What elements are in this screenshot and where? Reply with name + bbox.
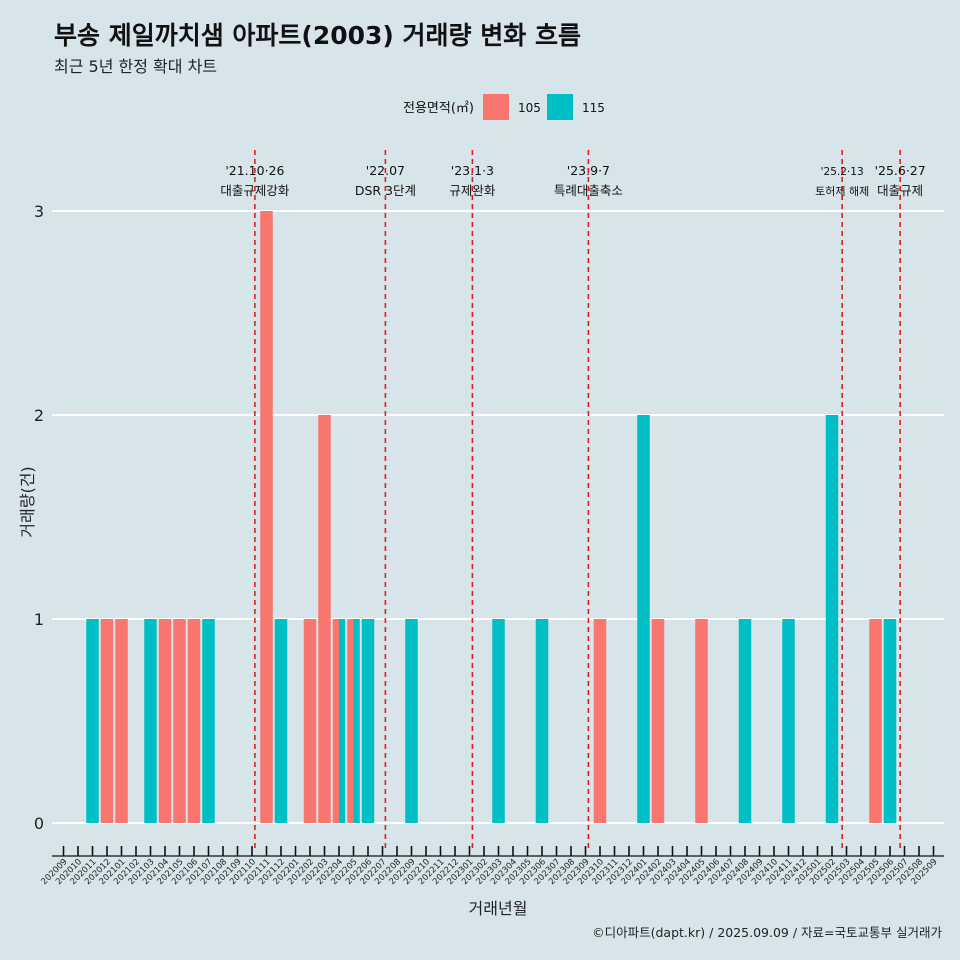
y-tick-label: 3	[34, 202, 44, 221]
bar-115-202206	[361, 619, 375, 823]
bar-115-202204	[339, 619, 346, 823]
bar-115-202408	[738, 619, 752, 823]
y-tick-label: 2	[34, 406, 44, 425]
event-label: 대출규제	[877, 183, 923, 198]
bar-115-202306	[535, 619, 549, 823]
bar-105-202205	[347, 619, 354, 823]
bar-105-202104	[158, 619, 172, 823]
chart-subtitle: 최근 5년 한정 확대 차트	[54, 57, 218, 76]
legend-label-105: 105	[518, 101, 541, 115]
bar-115-202303	[492, 619, 505, 823]
event-date-label: '21.10·26	[225, 163, 284, 178]
bar-115-202401	[637, 415, 650, 823]
legend-swatch-115	[547, 94, 573, 120]
bar-115-202112	[274, 619, 288, 823]
bar-115-202205	[353, 619, 360, 823]
bar-105-202101	[115, 619, 128, 823]
bar-105-202111	[260, 211, 273, 823]
bar-105-202203	[318, 415, 331, 823]
legend-title: 전용면적(㎡)	[403, 101, 474, 116]
bar-105-202402	[651, 619, 665, 823]
bar-105-202204	[332, 619, 339, 823]
event-label: 대출규제강화	[220, 183, 290, 198]
source-caption: ©디아파트(dapt.kr) / 2025.09.09 / 자료=국토교통부 실…	[592, 925, 942, 940]
y-tick-label: 1	[34, 610, 44, 629]
chart-title: 부송 제일까치샘 아파트(2003) 거래량 변화 흐름	[54, 21, 581, 50]
bar-115-202107	[202, 619, 215, 823]
x-axis-title: 거래년월	[469, 899, 528, 918]
event-label: 토허제 해제	[815, 184, 869, 198]
bar-115-202103	[144, 619, 157, 823]
legend-label-115: 115	[582, 101, 605, 115]
bar-115-202506	[883, 619, 897, 823]
event-label: 특례대출축소	[554, 183, 623, 198]
bar-105-202202	[303, 619, 317, 823]
bar-115-202502	[825, 415, 839, 823]
event-label: 규제완화	[449, 183, 496, 198]
bar-105-202405	[695, 619, 708, 823]
y-axis-title: 거래량(건)	[18, 466, 37, 537]
bar-105-202310	[593, 619, 607, 823]
event-date-label: '22.07	[366, 163, 405, 178]
event-label: DSR 3단계	[355, 183, 416, 198]
bar-115-202411	[782, 619, 795, 823]
bar-115-202011	[86, 619, 99, 823]
event-date-label: '23.9·7	[567, 163, 610, 178]
event-date-label: '25.6·27	[875, 163, 926, 178]
bar-105-202106	[187, 619, 201, 823]
bar-105-202012	[100, 619, 114, 823]
event-date-label: '23.1·3	[451, 163, 494, 178]
legend-swatch-105	[483, 94, 509, 120]
y-tick-label: 0	[34, 814, 44, 833]
event-date-label: '25.2·13	[821, 166, 864, 178]
bar-105-202505	[869, 619, 882, 823]
bar-105-202105	[173, 619, 186, 823]
bar-115-202209	[405, 619, 418, 823]
